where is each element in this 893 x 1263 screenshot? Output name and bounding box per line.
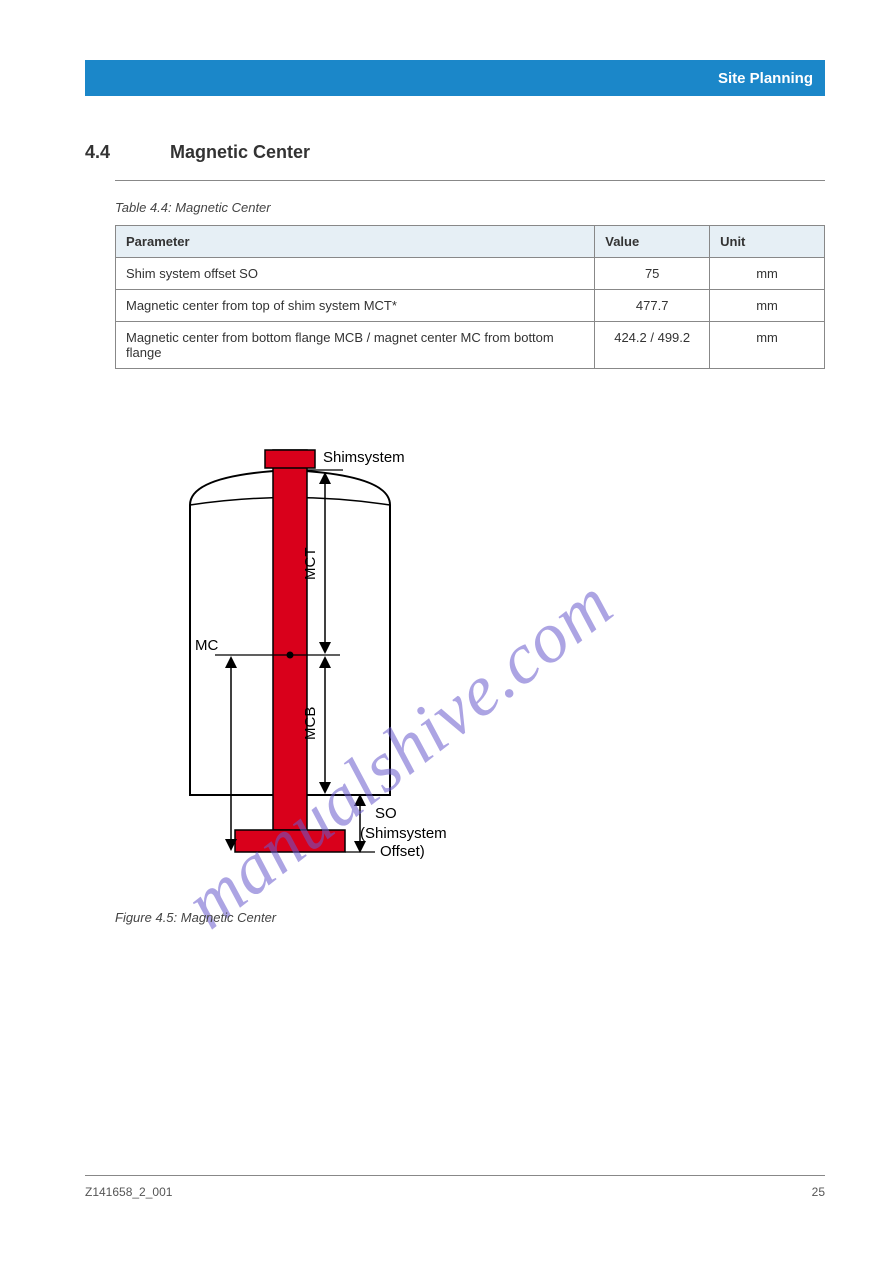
table-row: Shim system offset SO 75 mm bbox=[116, 258, 825, 290]
col-unit: Unit bbox=[710, 226, 825, 258]
label-mcb: MCB bbox=[302, 707, 319, 740]
section-title: Magnetic Center bbox=[170, 142, 310, 163]
header-title: Site Planning bbox=[718, 70, 813, 87]
magnetic-center-figure: Shimsystem MCT MCB MC SO (Shimsystem Off… bbox=[165, 440, 485, 895]
cell-value: 424.2 / 499.2 bbox=[595, 322, 710, 369]
footer-rule bbox=[85, 1175, 825, 1176]
col-value: Value bbox=[595, 226, 710, 258]
cell-unit: mm bbox=[710, 290, 825, 322]
label-shimsystem: Shimsystem bbox=[323, 449, 405, 466]
footer-doc-id: Z141658_2_001 bbox=[85, 1185, 172, 1199]
col-parameter: Parameter bbox=[116, 226, 595, 258]
label-so-sub1: (Shimsystem bbox=[360, 825, 447, 842]
shim-top-cap bbox=[265, 450, 315, 468]
header-bar: Site Planning bbox=[85, 60, 825, 96]
table-row: Magnetic center from bottom flange MCB /… bbox=[116, 322, 825, 369]
cell-value: 75 bbox=[595, 258, 710, 290]
shim-tube bbox=[273, 450, 307, 830]
section-rule bbox=[115, 180, 825, 181]
figure-svg: Shimsystem MCT MCB MC SO (Shimsystem Off… bbox=[165, 440, 485, 895]
section-number: 4.4 bbox=[85, 142, 110, 163]
shim-bottom-flange bbox=[235, 830, 345, 852]
table-row: Magnetic center from top of shim system … bbox=[116, 290, 825, 322]
cell-unit: mm bbox=[710, 322, 825, 369]
cell-param: Magnetic center from bottom flange MCB /… bbox=[116, 322, 595, 369]
label-mc: MC bbox=[195, 637, 218, 654]
label-so: SO bbox=[375, 805, 397, 822]
cell-unit: mm bbox=[710, 258, 825, 290]
cell-param: Magnetic center from top of shim system … bbox=[116, 290, 595, 322]
magnetic-center-table: Parameter Value Unit Shim system offset … bbox=[115, 225, 825, 369]
table-header-row: Parameter Value Unit bbox=[116, 226, 825, 258]
footer-page-number: 25 bbox=[812, 1185, 825, 1199]
table-caption: Table 4.4: Magnetic Center bbox=[115, 200, 271, 215]
figure-caption: Figure 4.5: Magnetic Center bbox=[115, 910, 276, 925]
cell-value: 477.7 bbox=[595, 290, 710, 322]
cell-param: Shim system offset SO bbox=[116, 258, 595, 290]
label-so-sub2: Offset) bbox=[380, 843, 425, 860]
label-mct: MCT bbox=[302, 548, 319, 581]
